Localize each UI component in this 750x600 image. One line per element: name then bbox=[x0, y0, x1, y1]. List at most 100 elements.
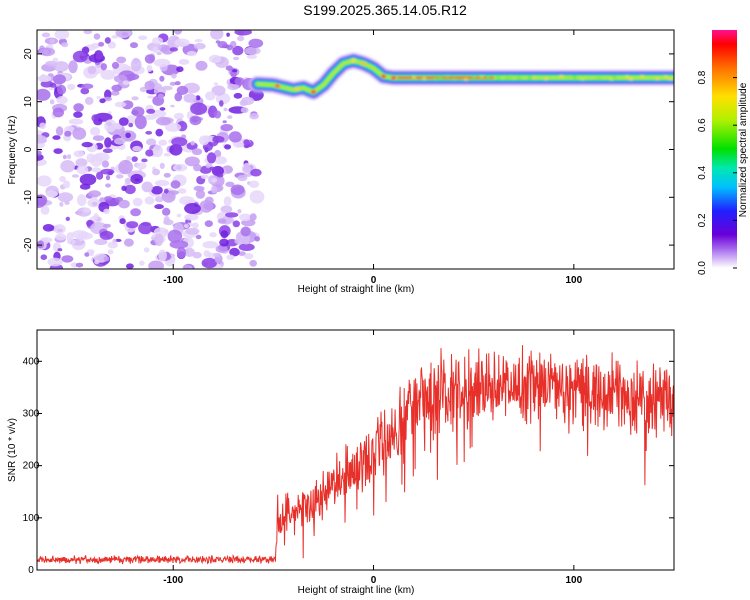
noise-blob bbox=[93, 152, 110, 163]
noise-blob bbox=[210, 30, 224, 40]
noise-blob bbox=[114, 137, 126, 145]
noise-blob bbox=[206, 152, 217, 164]
noise-blob bbox=[87, 65, 97, 75]
noise-blob bbox=[250, 168, 262, 177]
noise-blob bbox=[138, 35, 148, 40]
noise-blob bbox=[237, 35, 245, 42]
noise-blob bbox=[37, 138, 47, 144]
noise-blob bbox=[254, 236, 260, 242]
colorbar-label: Normalized spectral amplitude bbox=[738, 82, 749, 217]
noise-blob bbox=[75, 158, 88, 168]
noise-blob bbox=[205, 91, 216, 101]
noise-blob bbox=[88, 251, 94, 256]
noise-blob bbox=[93, 213, 99, 221]
noise-blob bbox=[157, 93, 164, 99]
noise-blob bbox=[174, 92, 183, 102]
noise-blob bbox=[73, 103, 84, 112]
colorbar-gradient bbox=[712, 30, 737, 268]
ridge-speckle bbox=[663, 75, 668, 79]
noise-blob bbox=[227, 115, 233, 119]
noise-blob bbox=[224, 144, 232, 150]
ridge-speckle bbox=[668, 77, 673, 81]
noise-blob bbox=[37, 194, 48, 207]
ridge-hotspot bbox=[310, 90, 316, 95]
noise-blob bbox=[152, 46, 158, 54]
noise-blob bbox=[169, 240, 189, 249]
noise-blob bbox=[178, 59, 190, 65]
noise-blob bbox=[210, 178, 218, 183]
noise-blob bbox=[147, 42, 162, 52]
ridge-speckle bbox=[438, 76, 443, 80]
noise-blob bbox=[130, 58, 142, 72]
noise-blob bbox=[81, 141, 93, 148]
noise-blob bbox=[40, 80, 54, 88]
noise-blob bbox=[237, 175, 248, 182]
noise-blob bbox=[195, 189, 206, 199]
noise-blob bbox=[95, 53, 103, 60]
noise-blob bbox=[76, 165, 89, 175]
ridge-speckle bbox=[445, 75, 450, 78]
noise-blob bbox=[242, 139, 251, 149]
colorbar-tick-label: 0.4 bbox=[697, 165, 708, 179]
noise-blob bbox=[121, 185, 127, 191]
noise-blob bbox=[209, 166, 216, 170]
x-tick-label: 100 bbox=[565, 275, 582, 286]
noise-blob bbox=[237, 209, 242, 214]
noise-blob bbox=[246, 54, 257, 59]
noise-blob bbox=[77, 194, 87, 207]
noise-blob bbox=[233, 92, 243, 99]
noise-blob bbox=[99, 230, 114, 240]
noise-blob bbox=[130, 173, 143, 185]
noise-blob bbox=[227, 83, 239, 91]
noise-blob bbox=[37, 240, 45, 249]
noise-blob bbox=[123, 238, 134, 247]
noise-blob bbox=[147, 95, 154, 99]
noise-blob bbox=[177, 188, 187, 194]
noise-blob bbox=[144, 196, 155, 205]
noise-blob bbox=[124, 184, 136, 195]
noise-blob bbox=[214, 149, 222, 158]
ridge-speckle bbox=[572, 76, 577, 79]
ridge-speckle bbox=[655, 77, 660, 80]
ridge-speckle bbox=[505, 77, 510, 80]
noise-blob bbox=[232, 220, 240, 228]
noise-blob bbox=[45, 60, 57, 67]
noise-blob bbox=[159, 162, 165, 169]
noise-blob bbox=[53, 61, 69, 72]
noise-blob bbox=[169, 47, 178, 52]
noise-blob bbox=[195, 60, 208, 71]
noise-blob bbox=[152, 37, 163, 45]
noise-blob bbox=[141, 158, 148, 163]
noise-blob bbox=[62, 154, 67, 160]
noise-blob bbox=[185, 227, 200, 235]
noise-blob bbox=[116, 56, 127, 64]
noise-blob bbox=[121, 32, 129, 36]
noise-blob bbox=[179, 196, 195, 206]
noise-blob bbox=[195, 234, 202, 240]
noise-blob bbox=[170, 104, 175, 108]
ridge-speckle bbox=[551, 76, 556, 79]
noise-blob bbox=[45, 190, 58, 198]
y-tick-label: 300 bbox=[23, 408, 40, 419]
noise-blob bbox=[88, 190, 101, 198]
noise-blob bbox=[215, 40, 221, 44]
noise-blob bbox=[75, 262, 84, 268]
noise-blob bbox=[230, 184, 245, 196]
y-tick-label: 20 bbox=[23, 48, 34, 60]
noise-blob bbox=[56, 96, 68, 105]
noise-blob bbox=[56, 84, 67, 95]
noise-blob bbox=[94, 238, 108, 246]
noise-blob bbox=[152, 144, 163, 158]
noise-blob bbox=[118, 159, 133, 175]
noise-blob bbox=[171, 73, 177, 79]
noise-blob bbox=[172, 163, 188, 172]
noise-blob bbox=[119, 218, 126, 225]
ridge-speckle bbox=[588, 76, 593, 80]
noise-blob bbox=[208, 54, 222, 64]
noise-blob bbox=[232, 45, 244, 56]
noise-blob bbox=[161, 85, 173, 91]
noise-blob bbox=[164, 122, 182, 132]
noise-blob bbox=[198, 135, 210, 146]
noise-blob bbox=[146, 65, 153, 72]
